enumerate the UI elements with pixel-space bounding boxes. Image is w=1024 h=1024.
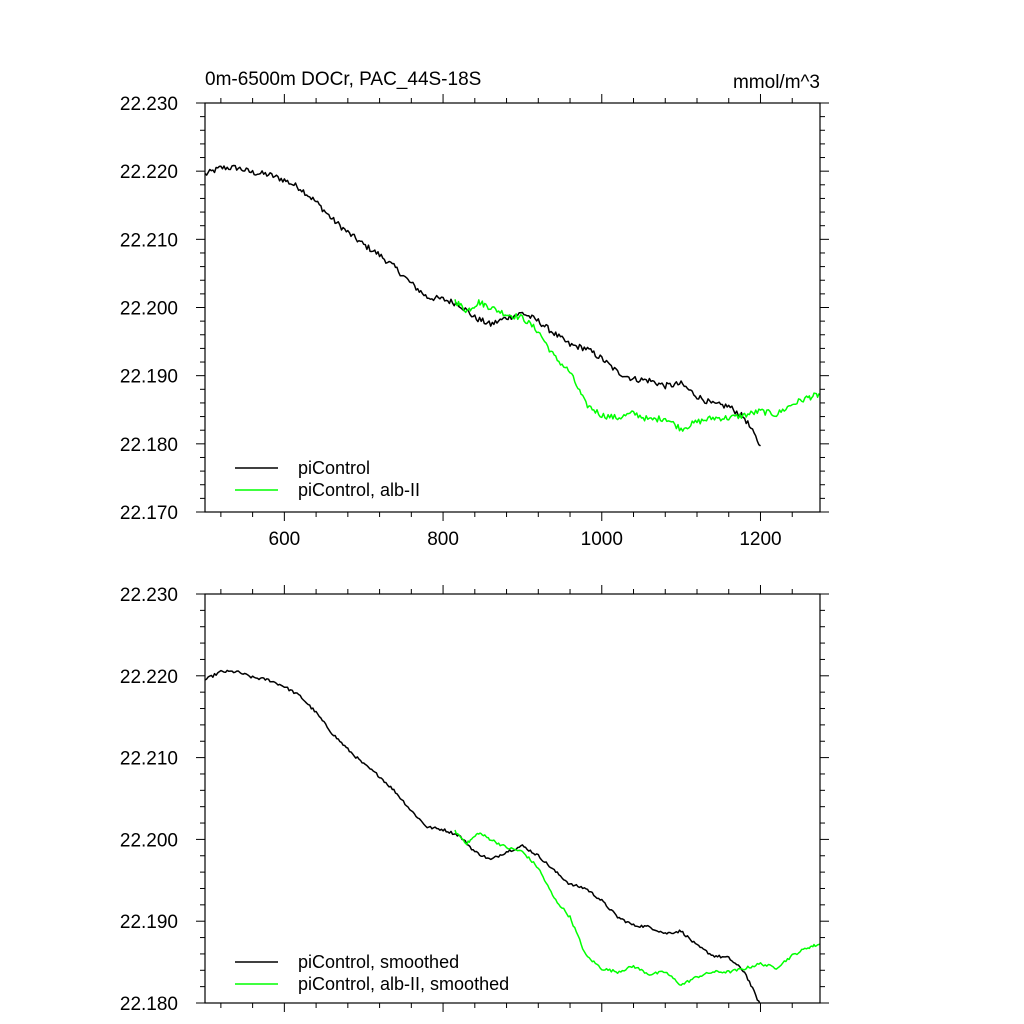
y-tick-label: 22.230 [120,585,178,606]
plot-frame [204,102,821,513]
x-tick-label: 600 [269,529,301,550]
legend-label-picontrol: piControl [298,458,370,478]
legend-label-picontrol-smoothed: piControl, smoothed [298,952,459,972]
chart-title: 0m-6500m DOCr, PAC_44S-18S [205,69,481,90]
x-tick-label: 1200 [739,529,781,550]
x-tick-label: 1000 [581,529,623,550]
y-tick-label: 22.200 [120,299,178,320]
series-line-picontrol-smoothed [205,669,761,1003]
axis-ticks: 22.180 22.190 22.200 22.210 22.220 22.230 [120,585,829,1015]
y-tick-label: 22.200 [120,830,178,851]
y-tick-label: 22.170 [120,503,178,524]
legend: piControl piControl, alb-II [235,458,420,500]
x-tick-label: 800 [427,529,459,550]
series-line-picontrol-alb-ii [454,299,820,432]
legend: piControl, smoothed piControl, alb-II, s… [235,952,509,994]
y-tick-label: 22.220 [120,667,178,688]
y-tick-label: 22.220 [120,162,178,183]
series-group [205,669,820,1003]
y-tick-label: 22.230 [120,94,178,115]
y-tick-label: 22.210 [120,230,178,251]
series-line-picontrol-alb-ii-smoothed [454,829,820,986]
series-line-picontrol [205,164,761,447]
y-tick-label: 22.180 [120,435,178,456]
y-tick-label: 22.190 [120,367,178,388]
axis-ticks: 600 800 1000 1200 22.170 22.180 22.190 22.200 22… [120,94,829,550]
plot-frame [204,593,821,1004]
y-tick-label: 22.190 [120,912,178,933]
top-panel: 0m-6500m DOCr, PAC_44S-18S mmol/m^3 600 8… [120,69,829,550]
legend-label-alb-ii: piControl, alb-II [298,480,420,500]
units-label: mmol/m^3 [733,72,820,93]
series-group [205,164,820,447]
legend-label-alb-ii-smoothed: piControl, alb-II, smoothed [298,974,509,994]
bottom-panel: 22.180 22.190 22.200 22.210 22.220 22.230 piC… [120,585,829,1015]
y-tick-label: 22.180 [120,994,178,1015]
y-tick-label: 22.210 [120,749,178,770]
